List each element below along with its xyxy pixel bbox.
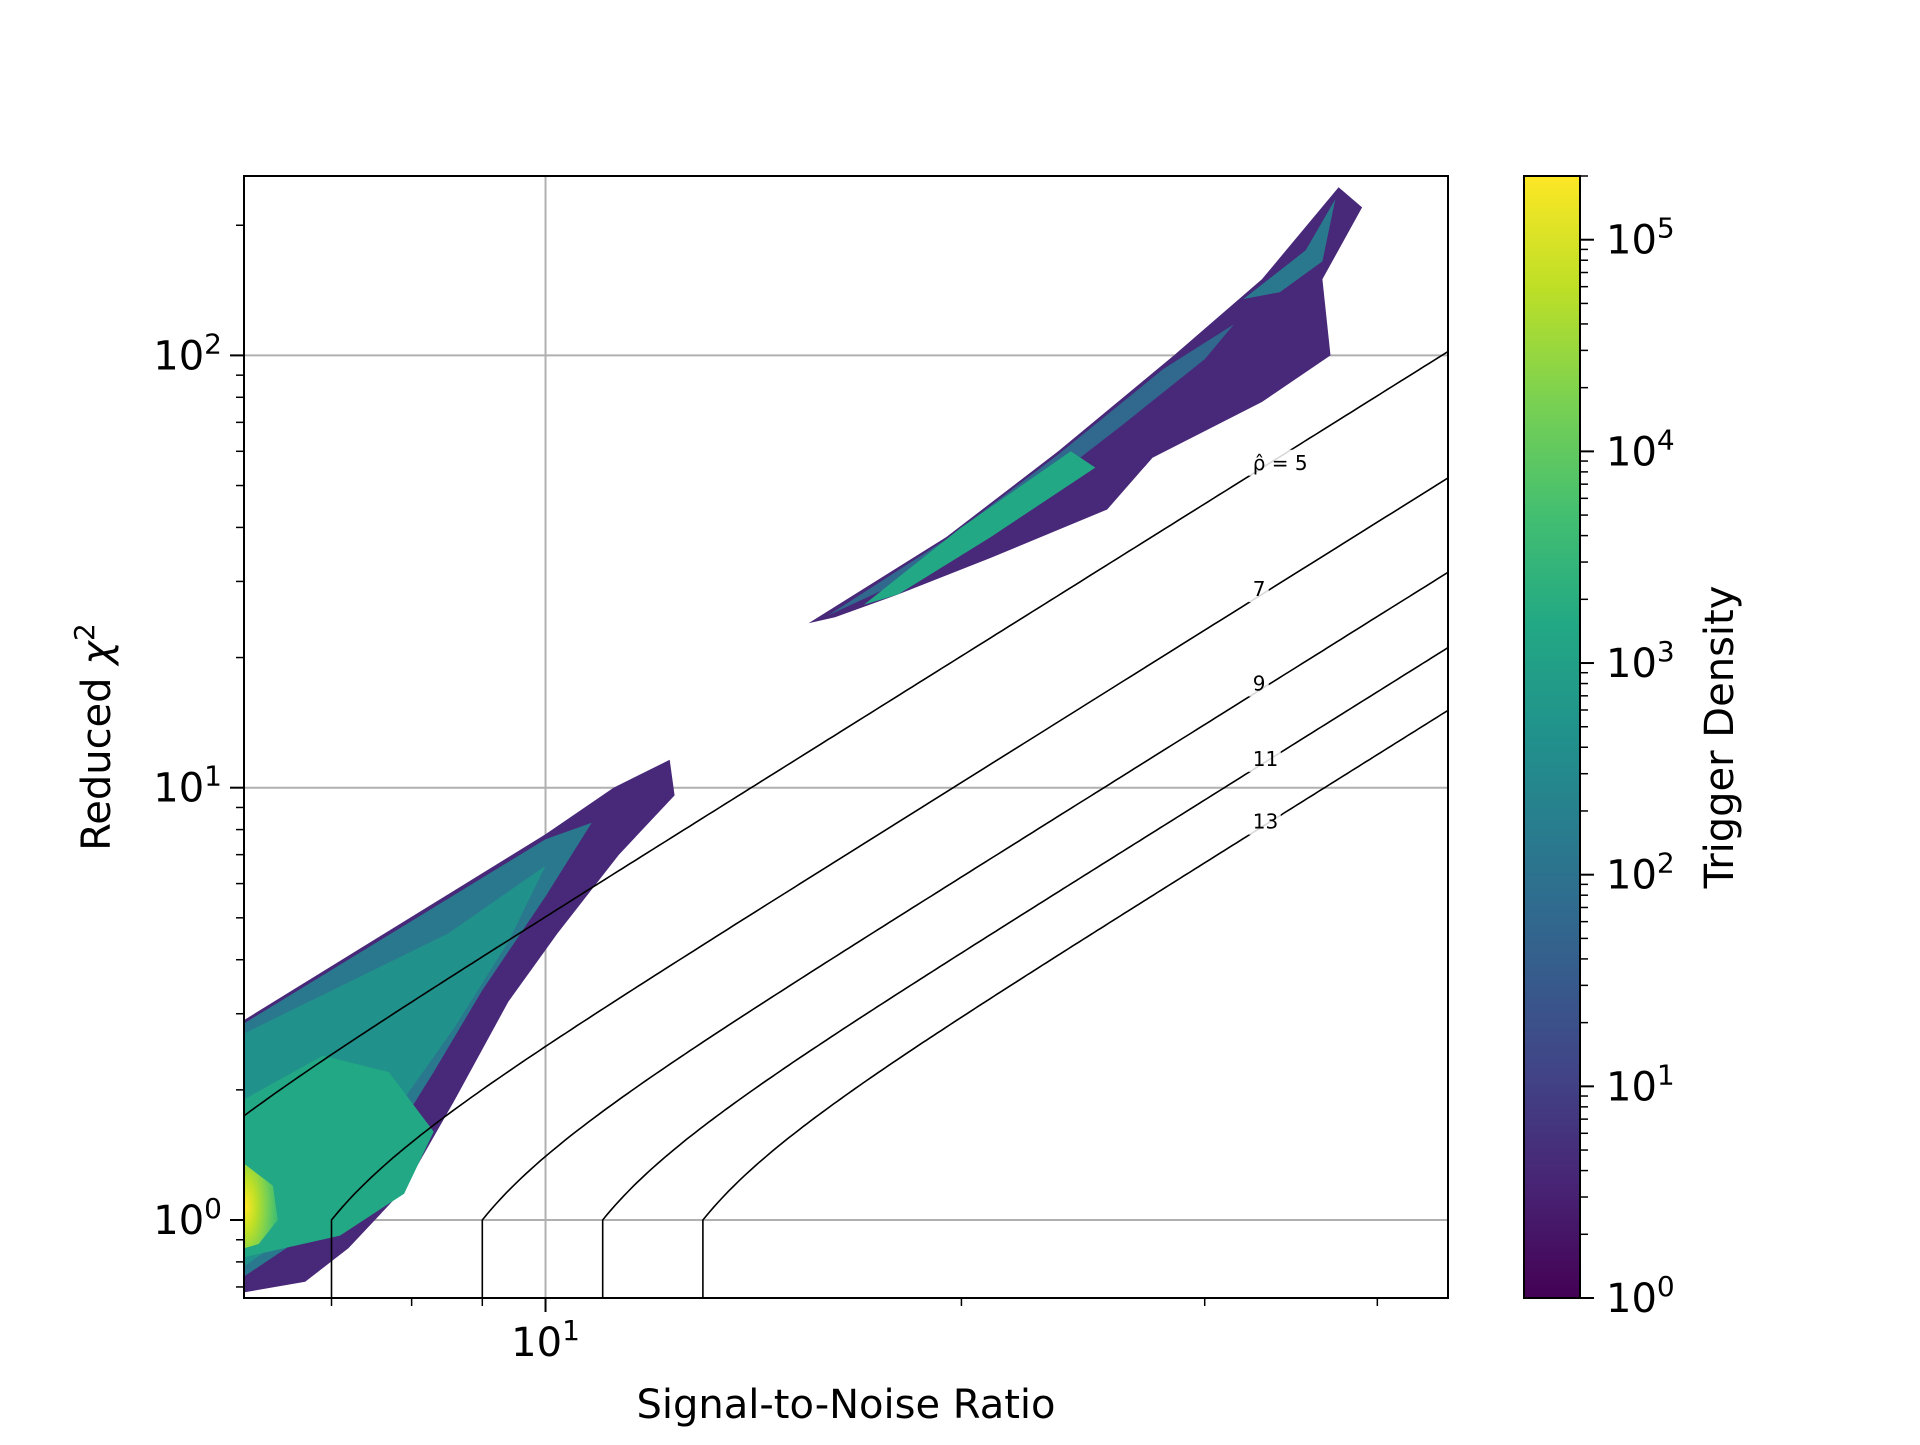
y-axis-ticks: 100 101 102: [153, 224, 244, 1288]
main-cluster-hot: [244, 1163, 278, 1249]
colorbar-label: Trigger Density: [1697, 586, 1743, 890]
main-cluster-core: [244, 1055, 434, 1258]
trigger-density-hexbin: [244, 187, 1363, 1293]
colorbar-ticks: 100 101 102 103 104 105: [1580, 175, 1675, 1322]
contour-label-rho-9: 9: [1253, 671, 1266, 695]
contour-label-bg: [1248, 576, 1269, 603]
y-tick-label: 102: [153, 327, 222, 379]
colorbar-tick-label: 101: [1606, 1058, 1675, 1110]
contour-label-rho-7: 7: [1253, 577, 1266, 601]
high-chi-cluster-outer: [808, 187, 1363, 624]
contour-label-bg: [1248, 745, 1281, 772]
x-axis-title: Signal-to-Noise Ratio: [636, 1382, 1055, 1428]
colorbar-tick-label: 105: [1606, 212, 1675, 264]
contour-label-rho-5: ρ̂ = 5: [1253, 451, 1308, 475]
contour-label-rho-13: 13: [1253, 810, 1278, 834]
colorbar: 100 101 102 103 104 105 Trigger Density: [1523, 175, 1743, 1322]
snr-contours: [244, 350, 1448, 1298]
colorbar-tick-label: 103: [1606, 635, 1675, 687]
colorbar-gradient: [1523, 175, 1581, 1299]
contour-label-bg: [1248, 449, 1329, 476]
colorbar-tick-label: 100: [1606, 1270, 1675, 1322]
x-axis-ticks: 101: [330, 1298, 1379, 1366]
high-chi-cluster-mid2: [1243, 199, 1336, 299]
contour-label-bg: [1248, 670, 1269, 697]
contour-line-rho-9: [481, 571, 1448, 1298]
high-chi-cluster-mid: [827, 324, 1234, 616]
contour-line-rho-5: [244, 350, 1448, 1146]
colorbar-tick-label: 104: [1606, 423, 1675, 475]
contour-line-rho-11: [601, 646, 1448, 1298]
y-axis-title: Reduced χ2: [68, 623, 120, 851]
plot-area: ρ̂ = 5 7 9 11 13 101 100 101 102: [153, 175, 1449, 1366]
contour-line-rho-13: [702, 709, 1448, 1298]
colorbar-tick-label: 102: [1606, 847, 1675, 899]
contour-labels: ρ̂ = 5 7 9 11 13: [1248, 449, 1329, 835]
contour-label-rho-11: 11: [1253, 747, 1278, 771]
contour-label-bg: [1248, 808, 1281, 835]
y-tick-label: 100: [153, 1192, 222, 1244]
plot-frame: [243, 175, 1449, 1299]
x-tick-label: 101: [511, 1314, 580, 1366]
y-tick-label: 101: [153, 760, 222, 812]
high-chi-cluster-core: [863, 451, 1096, 605]
